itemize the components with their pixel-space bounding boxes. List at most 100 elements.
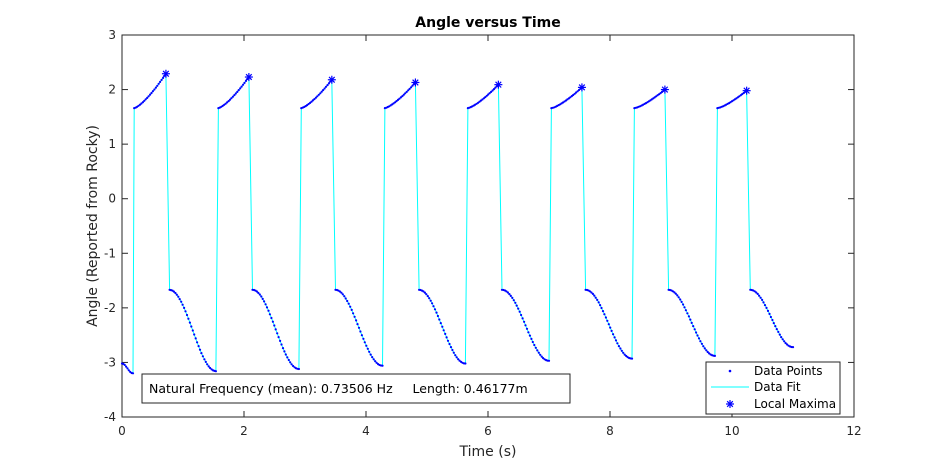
- data-point: [441, 325, 444, 328]
- data-point: [521, 317, 524, 320]
- data-point: [188, 321, 191, 324]
- data-point: [528, 334, 532, 337]
- data-point: [431, 302, 434, 305]
- data-point: [323, 87, 326, 90]
- data-point: [695, 331, 698, 334]
- data-point: [612, 333, 615, 336]
- x-tick-label: 8: [606, 424, 614, 438]
- data-point: [609, 326, 612, 329]
- data-point: [204, 360, 207, 363]
- data-point: [404, 92, 407, 95]
- data-point: [600, 306, 603, 310]
- data-point: [196, 341, 199, 344]
- data-point: [791, 346, 795, 349]
- y-tick-label: -4: [104, 410, 116, 424]
- data-point: [786, 343, 789, 346]
- data-point: [607, 323, 610, 326]
- data-point: [763, 304, 767, 307]
- maxima-stroke: [578, 84, 586, 91]
- data-point: [423, 291, 426, 294]
- data-point: [198, 348, 202, 351]
- data-point: [619, 347, 622, 350]
- data-point: [542, 357, 545, 360]
- data-point: [264, 303, 267, 306]
- data-point: [313, 98, 316, 101]
- maxima-stroke: [726, 400, 734, 408]
- data-point: [399, 96, 402, 99]
- data-point: [177, 295, 180, 298]
- data-point: [484, 96, 487, 99]
- data-point: [438, 318, 441, 321]
- data-point: [193, 333, 196, 336]
- data-point: [257, 291, 260, 294]
- data-point: [279, 339, 282, 342]
- data-point: [700, 342, 704, 345]
- data-point: [777, 330, 780, 333]
- local-maximum-marker: [494, 80, 503, 89]
- data-point: [684, 309, 688, 312]
- data-point: [276, 332, 279, 335]
- data-point: [231, 95, 234, 98]
- data-point: [759, 296, 762, 299]
- x-tick-label: 4: [362, 424, 370, 438]
- data-point: [508, 293, 511, 296]
- data-point: [686, 312, 689, 315]
- x-tick-label: 6: [484, 424, 492, 438]
- data-point: [239, 87, 242, 90]
- x-tick-label: 10: [724, 424, 739, 438]
- data-point: [692, 325, 695, 328]
- data-point: [381, 364, 384, 367]
- data-point: [515, 304, 518, 307]
- data-point: [593, 294, 596, 297]
- data-point: [775, 328, 778, 331]
- data-point: [606, 319, 609, 322]
- data-point: [297, 367, 300, 371]
- data-point: [180, 300, 183, 303]
- data-point: [281, 347, 285, 350]
- data-point: [181, 303, 184, 306]
- data-point: [783, 340, 786, 343]
- data-point: [458, 359, 461, 362]
- data-point: [326, 84, 329, 87]
- data-point: [703, 347, 706, 350]
- data-point: [355, 319, 358, 322]
- legend-label-maxima: Local Maxima: [754, 397, 836, 411]
- data-point: [311, 99, 314, 102]
- data-point: [576, 90, 579, 93]
- y-tick-label: 3: [108, 28, 116, 42]
- data-point: [780, 336, 783, 339]
- data-point: [572, 93, 575, 97]
- data-point: [344, 297, 347, 300]
- data-point: [766, 309, 770, 312]
- y-axis-ticks: -4 -3 -2 -1 0 1 2 3: [104, 28, 854, 424]
- local-maximum-marker: [660, 85, 669, 94]
- data-point: [509, 294, 512, 297]
- data-point: [758, 294, 761, 297]
- data-point: [267, 309, 270, 312]
- data-point: [442, 329, 445, 332]
- data-point: [429, 299, 432, 302]
- chart-title: Angle versus Time: [415, 15, 560, 31]
- data-point: [375, 361, 378, 364]
- data-point: [596, 298, 599, 301]
- data-point: [230, 97, 233, 100]
- data-point: [277, 336, 280, 339]
- data-point: [530, 337, 533, 340]
- data-point: [236, 90, 239, 93]
- data-point: [371, 356, 374, 359]
- data-point: [187, 317, 190, 320]
- data-point: [623, 353, 626, 356]
- data-point: [588, 290, 592, 293]
- data-point: [518, 310, 521, 313]
- data-point: [372, 358, 375, 361]
- local-maximum-marker: [161, 69, 170, 78]
- data-point: [689, 318, 692, 321]
- data-point: [569, 96, 572, 99]
- data-point: [287, 358, 290, 362]
- x-tick-label: 2: [240, 424, 248, 438]
- data-point: [314, 96, 317, 99]
- data-point: [154, 86, 157, 89]
- data-point: [346, 299, 349, 303]
- data-point: [338, 290, 341, 293]
